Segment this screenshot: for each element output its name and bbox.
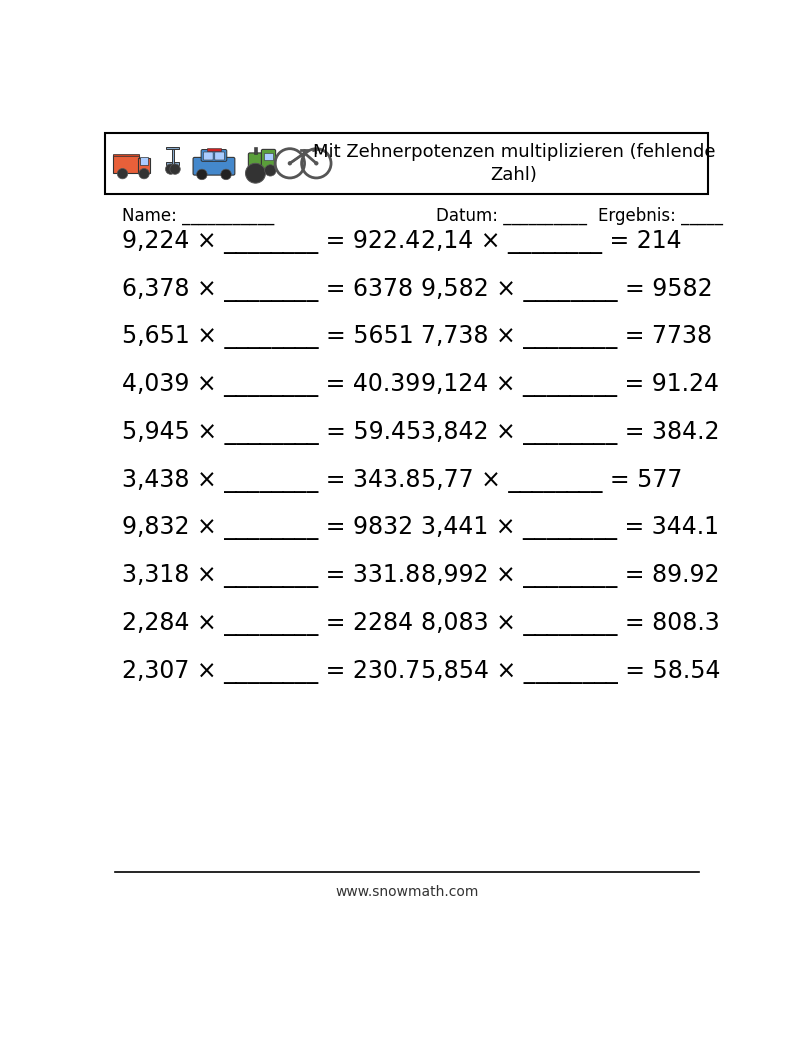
- Text: 7,738 × ________ = 7738: 7,738 × ________ = 7738: [421, 325, 712, 350]
- Text: 5,854 × ________ = 58.54: 5,854 × ________ = 58.54: [421, 659, 720, 683]
- Bar: [114, 154, 139, 156]
- Text: 9,832 × ________ = 9832: 9,832 × ________ = 9832: [122, 516, 414, 540]
- Text: 5,77 × ________ = 577: 5,77 × ________ = 577: [421, 469, 682, 493]
- Text: Mit Zehnerpotenzen multiplizieren (fehlende
Zahl): Mit Zehnerpotenzen multiplizieren (fehle…: [313, 142, 715, 184]
- Text: 3,318 × ________ = 331.8: 3,318 × ________ = 331.8: [122, 564, 421, 588]
- Text: 2,14 × ________ = 214: 2,14 × ________ = 214: [421, 230, 681, 254]
- FancyBboxPatch shape: [215, 152, 225, 160]
- Text: 8,992 × ________ = 89.92: 8,992 × ________ = 89.92: [421, 564, 719, 588]
- Bar: [167, 162, 179, 165]
- Text: 4,039 × ________ = 40.39: 4,039 × ________ = 40.39: [122, 373, 421, 397]
- Bar: [106, 133, 708, 194]
- Circle shape: [264, 164, 276, 176]
- FancyBboxPatch shape: [201, 150, 227, 161]
- Text: 3,842 × ________ = 384.2: 3,842 × ________ = 384.2: [421, 421, 719, 444]
- Text: 9,224 × ________ = 922.4: 9,224 × ________ = 922.4: [122, 230, 421, 254]
- Text: Name: ___________: Name: ___________: [122, 207, 275, 225]
- Bar: [138, 158, 150, 173]
- Circle shape: [118, 168, 128, 179]
- FancyBboxPatch shape: [193, 157, 235, 175]
- Circle shape: [165, 164, 176, 175]
- Text: www.snowmath.com: www.snowmath.com: [335, 885, 479, 899]
- Text: 2,284 × ________ = 2284: 2,284 × ________ = 2284: [122, 612, 414, 636]
- Circle shape: [139, 168, 149, 179]
- Bar: [254, 147, 257, 155]
- Text: 6,378 × ________ = 6378: 6,378 × ________ = 6378: [122, 278, 414, 301]
- Bar: [114, 155, 139, 173]
- Bar: [264, 154, 272, 160]
- FancyBboxPatch shape: [203, 152, 213, 160]
- Text: Datum: __________: Datum: __________: [437, 207, 588, 225]
- Bar: [140, 157, 148, 165]
- Text: 3,438 × ________ = 343.8: 3,438 × ________ = 343.8: [122, 469, 421, 493]
- Text: 9,582 × ________ = 9582: 9,582 × ________ = 9582: [421, 278, 712, 301]
- Circle shape: [221, 170, 231, 180]
- FancyBboxPatch shape: [261, 150, 276, 168]
- Circle shape: [197, 170, 207, 180]
- Bar: [167, 146, 179, 148]
- Bar: [172, 147, 174, 165]
- Bar: [206, 148, 222, 151]
- Circle shape: [170, 164, 180, 175]
- FancyBboxPatch shape: [249, 153, 272, 172]
- Circle shape: [288, 161, 291, 165]
- Circle shape: [314, 161, 318, 165]
- Text: 8,083 × ________ = 808.3: 8,083 × ________ = 808.3: [421, 612, 719, 636]
- Text: 2,307 × ________ = 230.7: 2,307 × ________ = 230.7: [122, 659, 421, 683]
- Circle shape: [245, 163, 265, 183]
- Text: 3,441 × ________ = 344.1: 3,441 × ________ = 344.1: [421, 516, 719, 540]
- Text: Ergebnis: _____: Ergebnis: _____: [598, 207, 723, 225]
- Text: 9,124 × ________ = 91.24: 9,124 × ________ = 91.24: [421, 373, 719, 397]
- Text: 5,945 × ________ = 59.45: 5,945 × ________ = 59.45: [122, 421, 422, 444]
- Text: 5,651 × ________ = 5651: 5,651 × ________ = 5651: [122, 325, 414, 350]
